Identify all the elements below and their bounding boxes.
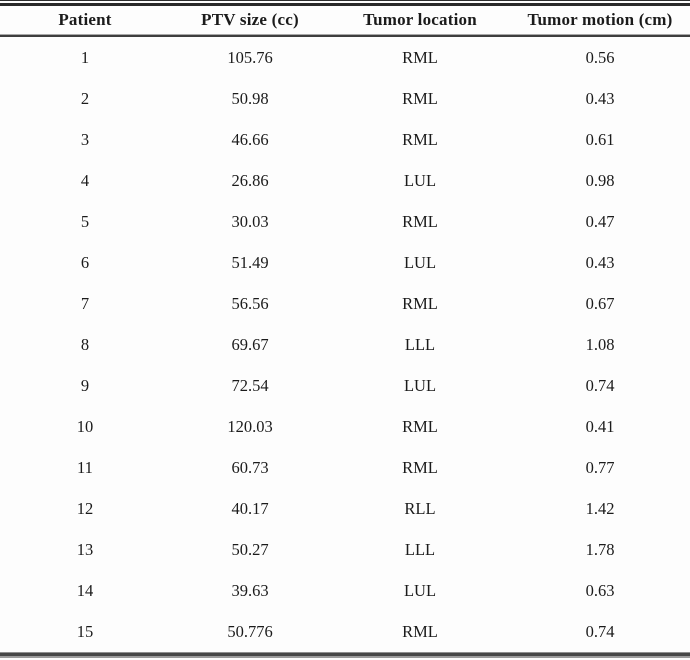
- table-row: 14 39.63 LUL 0.63: [0, 570, 690, 611]
- tumor-location-cell: RML: [402, 129, 438, 149]
- tumor-motion-cell: 1.78: [585, 539, 615, 559]
- ptv-size-cell: 50.776: [227, 621, 273, 641]
- patient-cell: 2: [80, 88, 90, 108]
- tumor-location-cell: LUL: [403, 580, 437, 600]
- tumor-location-cell: LLL: [404, 334, 436, 354]
- tumor-location-cell: RML: [402, 88, 438, 108]
- table-row: 8 69.67 LLL 1.08: [0, 324, 690, 365]
- tumor-motion-cell: 0.98: [585, 170, 615, 190]
- header-row: Patient PTV size (cc) Tumor location Tum…: [0, 6, 690, 35]
- table-bottom-rule: [0, 652, 690, 658]
- patient-cell: 9: [80, 375, 90, 395]
- ptv-size-cell: 51.49: [231, 252, 269, 272]
- tumor-motion-cell: 0.61: [585, 129, 615, 149]
- table-top-rule: [0, 0, 690, 6]
- table-row: 3 46.66 RML 0.61: [0, 119, 690, 160]
- table-row: 12 40.17 RLL 1.42: [0, 488, 690, 529]
- patient-cell: 14: [76, 580, 94, 600]
- tumor-motion-cell: 1.08: [585, 334, 615, 354]
- tumor-location-cell: RML: [330, 35, 510, 78]
- table-row: 2 50.98 RML 0.43: [0, 78, 690, 119]
- table-row: 1 105.76 RML 0.56: [0, 35, 690, 78]
- tumor-location-cell: RML: [402, 293, 438, 313]
- table-row: 5 30.03 RML 0.47: [0, 201, 690, 242]
- table-row: 7 56.56 RML 0.67: [0, 283, 690, 324]
- tumor-motion-cell: 0.67: [585, 293, 615, 313]
- tumor-motion-cell: 0.74: [585, 621, 615, 641]
- bottom-rule-gray-line: [0, 656, 690, 658]
- table-row: 9 72.54 LUL 0.74: [0, 365, 690, 406]
- column-header-patient: Patient: [0, 6, 170, 35]
- patient-cell: 1: [0, 35, 170, 78]
- ptv-size-cell: 120.03: [227, 416, 273, 436]
- bottom-rule-light-line: [0, 652, 690, 653]
- ptv-size-cell: 56.56: [231, 293, 269, 313]
- tumor-motion-cell: 0.74: [585, 375, 615, 395]
- ptv-size-cell: 26.86: [231, 170, 269, 190]
- patient-cell: 3: [80, 129, 90, 149]
- ptv-size-cell: 30.03: [231, 211, 269, 231]
- table-row: 13 50.27 LLL 1.78: [0, 529, 690, 570]
- tumor-motion-cell: 0.77: [585, 457, 615, 477]
- tumor-motion-cell: 0.41: [585, 416, 615, 436]
- tumor-location-cell: RML: [402, 416, 438, 436]
- tumor-motion-cell: 0.56: [510, 35, 690, 78]
- column-header-tumor-motion: Tumor motion (cm): [510, 6, 690, 35]
- ptv-size-cell: 69.67: [231, 334, 269, 354]
- ptv-size-cell: 50.27: [231, 539, 269, 559]
- ptv-size-cell: 46.66: [231, 129, 269, 149]
- tumor-location-cell: LLL: [404, 539, 436, 559]
- table-body: 1 105.76 RML 0.56 2 50.98 RML 0.43 3 46.…: [0, 35, 690, 652]
- column-header-ptv-size: PTV size (cc): [170, 6, 330, 35]
- patient-cell: 12: [76, 498, 94, 518]
- tumor-motion-cell: 0.43: [585, 88, 615, 108]
- ptv-size-cell: 72.54: [231, 375, 269, 395]
- table-row: 15 50.776 RML 0.74: [0, 611, 690, 652]
- patient-cell: 4: [80, 170, 90, 190]
- tumor-motion-cell: 0.63: [585, 580, 615, 600]
- tumor-motion-cell: 0.43: [585, 252, 615, 272]
- tumor-location-cell: RML: [402, 211, 438, 231]
- tumor-location-cell: LUL: [403, 375, 437, 395]
- table-header: Patient PTV size (cc) Tumor location Tum…: [0, 6, 690, 35]
- patient-cell: 15: [76, 621, 94, 641]
- table-row: 6 51.49 LUL 0.43: [0, 242, 690, 283]
- tumor-location-cell: RLL: [404, 498, 436, 518]
- ptv-size-cell: 50.98: [231, 88, 269, 108]
- patient-cell: 5: [80, 211, 90, 231]
- ptv-size-cell: 60.73: [231, 457, 269, 477]
- top-rule-thin-line: [0, 0, 690, 1]
- patient-cell: 6: [80, 252, 90, 272]
- tumor-location-cell: LUL: [403, 252, 437, 272]
- ptv-size-cell: 105.76: [170, 35, 330, 78]
- patient-cell: 8: [80, 334, 90, 354]
- tumor-location-cell: RML: [402, 621, 438, 641]
- table-row: 4 26.86 LUL 0.98: [0, 160, 690, 201]
- patient-cell: 13: [76, 539, 94, 559]
- tumor-location-cell: LUL: [403, 170, 437, 190]
- table-row: 10 120.03 RML 0.41: [0, 406, 690, 447]
- patient-table: Patient PTV size (cc) Tumor location Tum…: [0, 6, 690, 652]
- ptv-size-cell: 40.17: [231, 498, 269, 518]
- top-rule-thick-line: [0, 3, 690, 6]
- column-header-tumor-location: Tumor location: [330, 6, 510, 35]
- patient-cell: 10: [76, 416, 94, 436]
- table-row: 11 60.73 RML 0.77: [0, 447, 690, 488]
- ptv-size-cell: 39.63: [231, 580, 269, 600]
- tumor-motion-cell: 1.42: [585, 498, 615, 518]
- patient-cell: 7: [80, 293, 90, 313]
- bottom-rule-dark-line: [0, 653, 690, 656]
- tumor-motion-cell: 0.47: [585, 211, 615, 231]
- tumor-location-cell: RML: [402, 457, 438, 477]
- patient-cell: 11: [77, 457, 93, 477]
